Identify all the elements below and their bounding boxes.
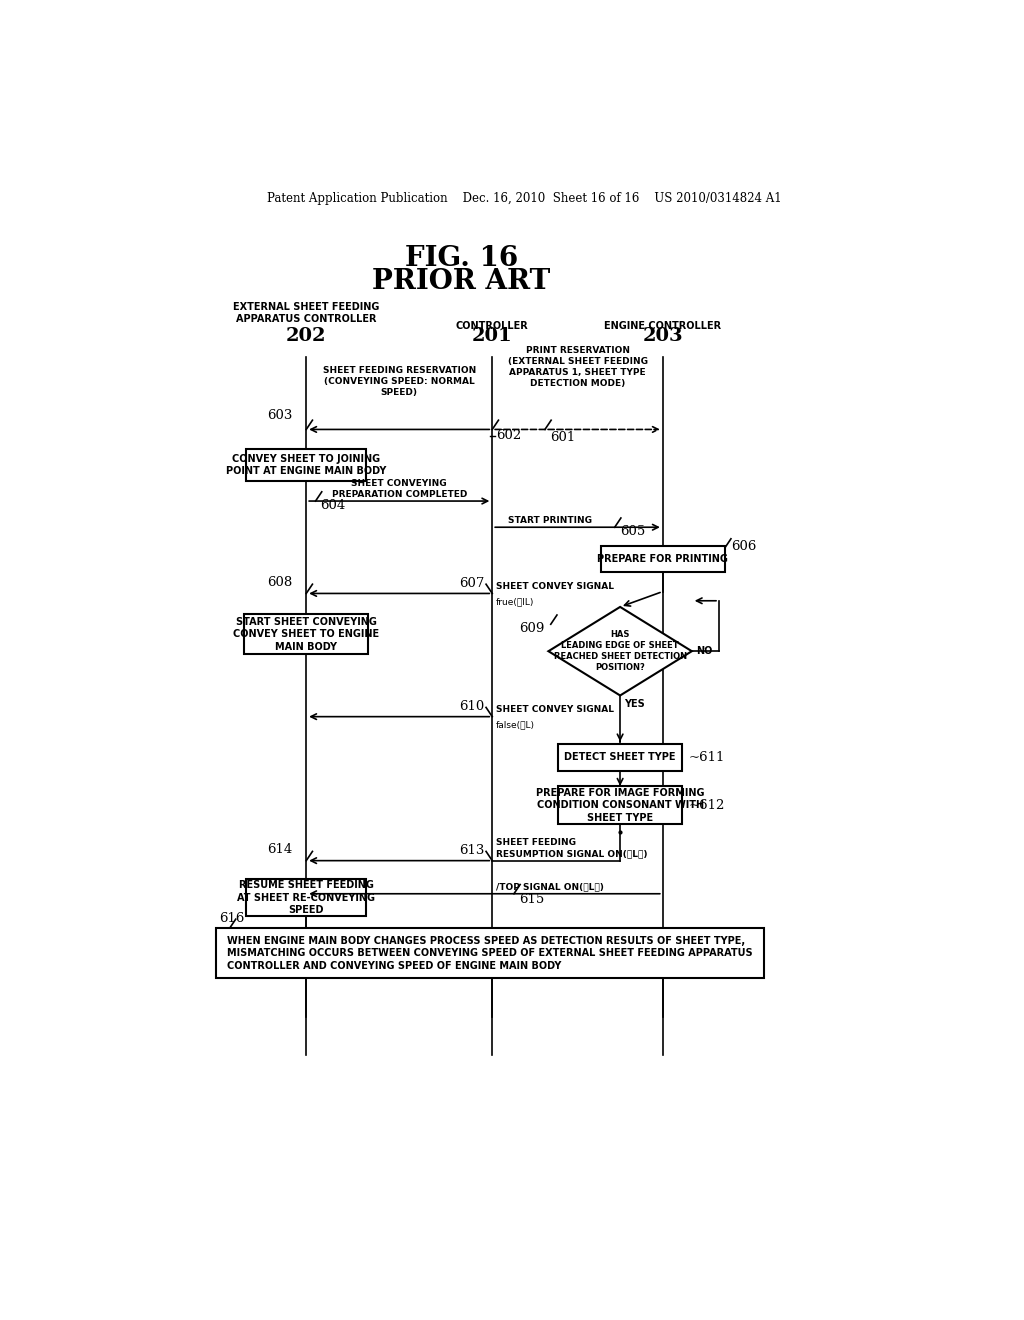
- Text: PRINT RESERVATION
(EXTERNAL SHEET FEEDING
APPARATUS 1, SHEET TYPE
DETECTION MODE: PRINT RESERVATION (EXTERNAL SHEET FEEDIN…: [508, 346, 647, 388]
- Text: CONTROLLER: CONTROLLER: [456, 321, 528, 331]
- Text: ~611: ~611: [688, 751, 725, 764]
- Text: 201: 201: [472, 327, 513, 345]
- Text: START SHEET CONVEYING
CONVEY SHEET TO ENGINE
MAIN BODY: START SHEET CONVEYING CONVEY SHEET TO EN…: [233, 616, 379, 652]
- Text: HAS
LEADING EDGE OF SHEET
REACHED SHEET DETECTION
POSITION?: HAS LEADING EDGE OF SHEET REACHED SHEET …: [554, 630, 687, 672]
- Text: CONVEY SHEET TO JOINING
POINT AT ENGINE MAIN BODY: CONVEY SHEET TO JOINING POINT AT ENGINE …: [226, 454, 386, 477]
- Text: 609: 609: [519, 622, 545, 635]
- FancyBboxPatch shape: [246, 879, 367, 916]
- Text: 615: 615: [519, 894, 545, 907]
- FancyBboxPatch shape: [558, 744, 682, 771]
- Text: FIG. 16: FIG. 16: [404, 246, 518, 272]
- Text: YES: YES: [624, 700, 645, 709]
- Text: START PRINTING: START PRINTING: [508, 516, 592, 525]
- FancyBboxPatch shape: [216, 928, 764, 978]
- Text: 601: 601: [550, 430, 575, 444]
- Text: 603: 603: [267, 409, 292, 422]
- Text: WHEN ENGINE MAIN BODY CHANGES PROCESS SPEED AS DETECTION RESULTS OF SHEET TYPE,
: WHEN ENGINE MAIN BODY CHANGES PROCESS SP…: [226, 936, 753, 970]
- Text: SHEET FEEDING
RESUMPTION SIGNAL ON(˼L˼): SHEET FEEDING RESUMPTION SIGNAL ON(˼L˼): [496, 838, 647, 858]
- Text: SHEET CONVEYING
PREPARATION COMPLETED: SHEET CONVEYING PREPARATION COMPLETED: [332, 479, 467, 499]
- Text: 613: 613: [459, 843, 484, 857]
- Text: PRIOR ART: PRIOR ART: [372, 268, 550, 296]
- Text: PREPARE FOR PRINTING: PREPARE FOR PRINTING: [597, 554, 728, 564]
- FancyBboxPatch shape: [246, 449, 367, 480]
- Polygon shape: [549, 607, 692, 696]
- Text: 202: 202: [286, 327, 327, 345]
- Text: frue(˼lL): frue(˼lL): [496, 598, 535, 606]
- Text: SHEET CONVEY SIGNAL: SHEET CONVEY SIGNAL: [496, 582, 614, 591]
- Text: /TOP SIGNAL ON(˼L˼): /TOP SIGNAL ON(˼L˼): [496, 883, 604, 891]
- FancyBboxPatch shape: [245, 614, 369, 655]
- Text: EXTERNAL SHEET FEEDING
APPARATUS CONTROLLER: EXTERNAL SHEET FEEDING APPARATUS CONTROL…: [233, 301, 380, 323]
- Text: 607: 607: [459, 577, 484, 590]
- Text: NO: NO: [695, 647, 712, 656]
- Text: 614: 614: [267, 843, 292, 857]
- Text: ENGINE CONTROLLER: ENGINE CONTROLLER: [604, 321, 721, 331]
- Text: PREPARE FOR IMAGE FORMING
CONDITION CONSONANT WITH
SHEET TYPE: PREPARE FOR IMAGE FORMING CONDITION CONS…: [536, 788, 705, 822]
- Text: DETECT SHEET TYPE: DETECT SHEET TYPE: [564, 752, 676, 763]
- Text: RESUME SHEET FEEDING
AT SHEET RE-CONVEYING
SPEED: RESUME SHEET FEEDING AT SHEET RE-CONVEYI…: [238, 880, 375, 915]
- Text: 602: 602: [496, 429, 521, 442]
- FancyBboxPatch shape: [558, 785, 682, 825]
- Text: 610: 610: [459, 700, 484, 713]
- Text: false(˽L): false(˽L): [496, 721, 536, 730]
- Text: 606: 606: [731, 540, 757, 553]
- Text: Patent Application Publication    Dec. 16, 2010  Sheet 16 of 16    US 2010/03148: Patent Application Publication Dec. 16, …: [267, 191, 782, 205]
- Text: 605: 605: [621, 525, 645, 539]
- Text: 616: 616: [219, 912, 245, 924]
- Text: 604: 604: [321, 499, 345, 512]
- Text: 608: 608: [267, 576, 292, 589]
- Text: SHEET FEEDING RESERVATION
(CONVEYING SPEED: NORMAL
SPEED): SHEET FEEDING RESERVATION (CONVEYING SPE…: [323, 366, 476, 397]
- Text: SHEET CONVEY SIGNAL: SHEET CONVEY SIGNAL: [496, 705, 614, 714]
- Text: ~612: ~612: [688, 799, 725, 812]
- FancyBboxPatch shape: [601, 545, 725, 572]
- Text: 203: 203: [642, 327, 683, 345]
